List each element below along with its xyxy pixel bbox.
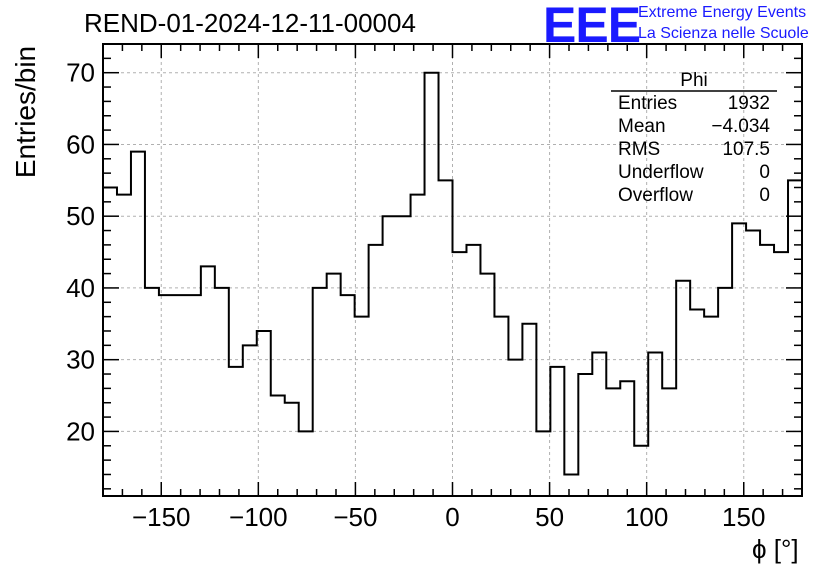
histogram-bin — [271, 396, 285, 496]
histogram-bin — [662, 388, 676, 496]
x-tick-label: 150 — [722, 502, 765, 532]
histogram-bin — [439, 180, 453, 496]
stat-value: 1932 — [727, 93, 770, 114]
histogram-bin — [243, 345, 257, 496]
histogram-bin — [131, 152, 145, 496]
histogram-bin — [550, 367, 564, 496]
histogram-bin — [313, 288, 327, 496]
histogram-bin — [117, 195, 131, 496]
stat-value: 107.5 — [722, 139, 770, 160]
histogram-bin — [690, 309, 704, 496]
histogram-bin — [508, 360, 522, 496]
stat-row-rms: RMS 107.5 — [618, 139, 770, 161]
histogram-bin — [536, 431, 550, 496]
stat-label: RMS — [618, 139, 661, 160]
histogram-bin — [397, 216, 411, 496]
histogram-bin — [494, 317, 508, 496]
histogram-bin — [411, 195, 425, 496]
x-axis-label: ϕ [°] — [752, 534, 799, 564]
y-tick-label: 30 — [66, 345, 95, 375]
histogram-bin — [480, 274, 494, 496]
histogram-bin — [746, 231, 760, 496]
x-tick-label: −50 — [333, 502, 377, 532]
histogram-outline — [103, 71, 802, 476]
histogram-bin — [145, 288, 159, 496]
stat-value: −4.034 — [711, 116, 770, 137]
stat-row-entries: Entries 1932 — [618, 93, 770, 115]
histogram-bin — [522, 324, 536, 496]
histogram-bin — [341, 295, 355, 496]
histogram-bin — [103, 187, 117, 496]
chart-title: REND-01-2024-12-11-00004 — [84, 8, 416, 38]
stat-label: Mean — [618, 116, 666, 137]
histogram-bin — [383, 216, 397, 496]
stat-row-overflow: Overflow 0 — [618, 185, 770, 207]
histogram-bin — [732, 223, 746, 496]
x-tick-label: 100 — [625, 502, 668, 532]
eee-logo: EEE — [543, 0, 641, 53]
histogram-bin — [369, 245, 383, 496]
histogram-bin — [676, 281, 690, 496]
y-tick-label: 50 — [66, 201, 95, 231]
y-axis-label: Entries/bin — [10, 45, 41, 179]
histogram-bin — [620, 381, 634, 496]
histogram-bin — [285, 403, 299, 496]
histogram-bin — [718, 288, 732, 496]
stat-row-underflow: Underflow 0 — [618, 162, 770, 184]
stat-label: Entries — [618, 93, 678, 114]
histogram-bin — [592, 353, 606, 496]
histogram-bin — [453, 252, 467, 496]
histogram-bin — [187, 295, 201, 496]
histogram-bin — [578, 374, 592, 496]
histogram-bin — [788, 180, 802, 496]
histogram-bin — [257, 331, 271, 496]
y-tick-label: 70 — [66, 58, 95, 88]
histogram-bin — [229, 367, 243, 496]
histogram-bin — [173, 295, 187, 496]
y-tick-label: 20 — [66, 416, 95, 446]
stat-value: 0 — [759, 185, 770, 206]
x-tick-label: −100 — [229, 502, 288, 532]
histogram-bin — [704, 317, 718, 496]
x-tick-label: 0 — [445, 502, 459, 532]
histogram-bin — [466, 245, 480, 496]
histogram-bin — [299, 431, 313, 496]
histogram-bin — [159, 295, 173, 496]
x-tick-label: 50 — [535, 502, 564, 532]
histogram-bin — [564, 474, 578, 496]
logo-line-2: La Scienza nelle Scuole — [638, 25, 809, 42]
y-tick-label: 60 — [66, 129, 95, 159]
stat-label: Overflow — [618, 185, 693, 206]
stat-row-mean: Mean −4.034 — [618, 116, 770, 138]
histogram-bin — [648, 353, 662, 496]
histogram-bin — [327, 274, 341, 496]
stats-title: Phi — [680, 70, 708, 91]
stat-label: Underflow — [618, 162, 704, 183]
y-tick-label: 40 — [66, 273, 95, 303]
histogram-bin — [201, 266, 215, 496]
histogram-bin — [774, 252, 788, 496]
histogram-bin — [425, 73, 439, 496]
x-tick-label: −150 — [132, 502, 191, 532]
logo-line-1: Extreme Energy Events — [638, 4, 807, 21]
histogram-bin — [355, 317, 369, 496]
histogram-bin — [215, 288, 229, 496]
histogram-bin — [606, 388, 620, 496]
stat-value: 0 — [759, 162, 770, 183]
histogram-bin — [760, 245, 774, 496]
